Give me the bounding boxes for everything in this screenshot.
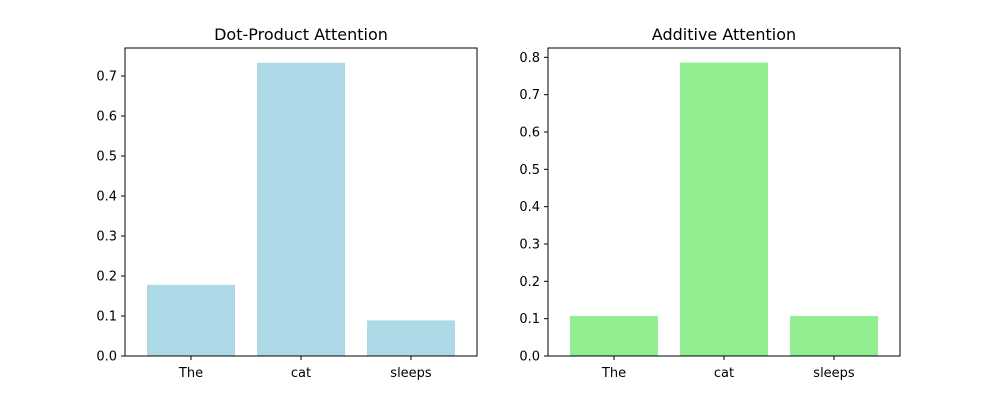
y-tick-label: 0.4 [519,200,540,215]
y-tick-label: 0.3 [519,238,540,253]
bar-cat [257,62,345,357]
x-tick-label: The [601,366,626,381]
x-tick-label: cat [714,366,734,381]
y-tick-label: 0.5 [96,150,117,165]
y-tick-label: 0.4 [96,190,117,205]
y-tick-label: 0.3 [96,230,117,245]
chart-title: Dot-Product Attention [214,25,388,44]
x-tick-label: sleeps [390,366,432,381]
y-tick-label: 0.7 [96,70,117,85]
bar-cat [680,62,768,357]
y-tick-label: 0.1 [96,310,117,325]
y-tick-label: 0.2 [519,275,540,290]
x-tick-label: The [178,366,203,381]
x-tick-label: cat [291,366,311,381]
y-tick-label: 0.0 [96,350,117,365]
axes-frame [547,47,901,357]
y-tick-label: 0.6 [96,110,117,125]
x-tick-label: sleeps [813,366,855,381]
bar-sleeps [367,320,455,356]
bar-the [570,316,658,356]
y-tick-label: 0.8 [519,51,540,66]
y-tick-label: 0.1 [519,312,540,327]
bar-the [147,284,235,356]
bar-sleeps [790,316,878,356]
y-tick-label: 0.6 [519,126,540,141]
y-tick-label: 0.7 [519,88,540,103]
y-tick-label: 0.5 [519,163,540,178]
chart-title: Additive Attention [652,25,796,44]
y-tick-label: 0.0 [519,350,540,365]
axes-frame [124,47,478,357]
additive-attention-chart: Additive Attention 0.0 0.1 0.2 0.3 0.4 0.5 0.6… [519,25,901,381]
y-tick-label: 0.2 [96,270,117,285]
dot-product-attention-chart: Dot-Product Attention 0.0 0.1 0.2 0.3 0.4 0.5… [96,25,478,381]
